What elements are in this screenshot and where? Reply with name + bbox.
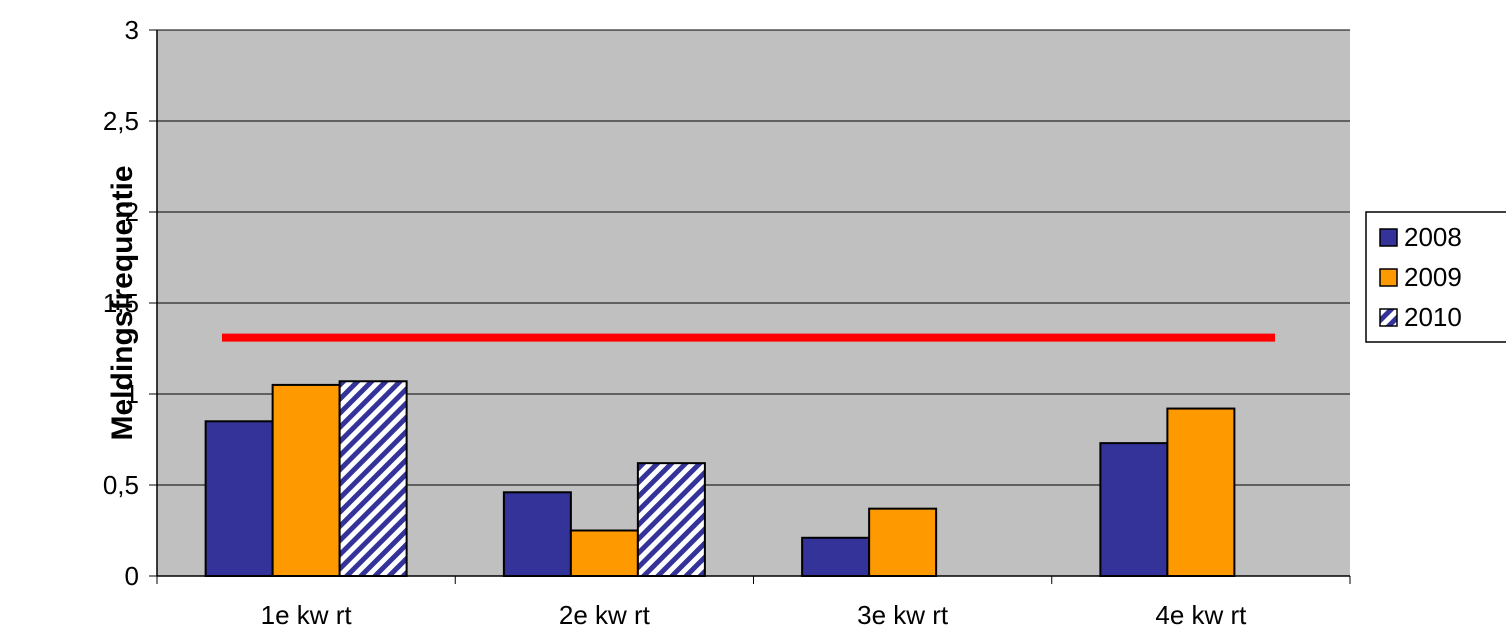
- bar-2010-2: [636, 462, 706, 577]
- bar-2009-2: [569, 529, 639, 577]
- y-tick-label: 2: [125, 197, 139, 227]
- bar-2009-3: [868, 507, 938, 577]
- legend-label-2010: 2010: [1404, 302, 1462, 332]
- bar-2010-1: [338, 380, 408, 578]
- legend-label-2008: 2008: [1404, 222, 1462, 252]
- x-tick-label: 1e kw rt: [261, 600, 353, 630]
- x-tick-label: 3e kw rt: [857, 600, 949, 630]
- y-tick-label: 1: [125, 379, 139, 409]
- y-tick-label: 0,5: [103, 470, 139, 500]
- x-tick-labels: 1e kw rt 2e kw rt 3e kw rt 4e kw rt: [261, 600, 1248, 630]
- y-tick-label: 0: [125, 561, 139, 591]
- y-tick-label: 2,5: [103, 106, 139, 136]
- bar-2008-3: [801, 536, 871, 578]
- bar-2008-1: [204, 420, 274, 577]
- y-tick-labels: 0 0,5 1 1,5 2 2,5 3: [103, 15, 139, 591]
- x-tick-label: 2e kw rt: [559, 600, 651, 630]
- bars: [204, 380, 1236, 578]
- legend-swatch-2010: [1379, 308, 1398, 327]
- x-tick-label: 4e kw rt: [1155, 600, 1247, 630]
- y-tick-label: 1,5: [103, 288, 139, 318]
- legend-label-2009: 2009: [1404, 262, 1462, 292]
- legend-swatch-2008: [1379, 228, 1398, 247]
- legend: 2008 2009 2010: [1365, 211, 1506, 343]
- axes: [149, 29, 1351, 584]
- bar-2009-4: [1166, 407, 1236, 577]
- bar-2008-2: [502, 491, 572, 577]
- y-tick-label: 3: [125, 15, 139, 45]
- bar-2009-1: [271, 383, 341, 577]
- legend-swatch-2009: [1379, 268, 1398, 287]
- y-axis-label: Meldingsfrequentie: [106, 165, 139, 440]
- bar-2008-4: [1099, 442, 1169, 578]
